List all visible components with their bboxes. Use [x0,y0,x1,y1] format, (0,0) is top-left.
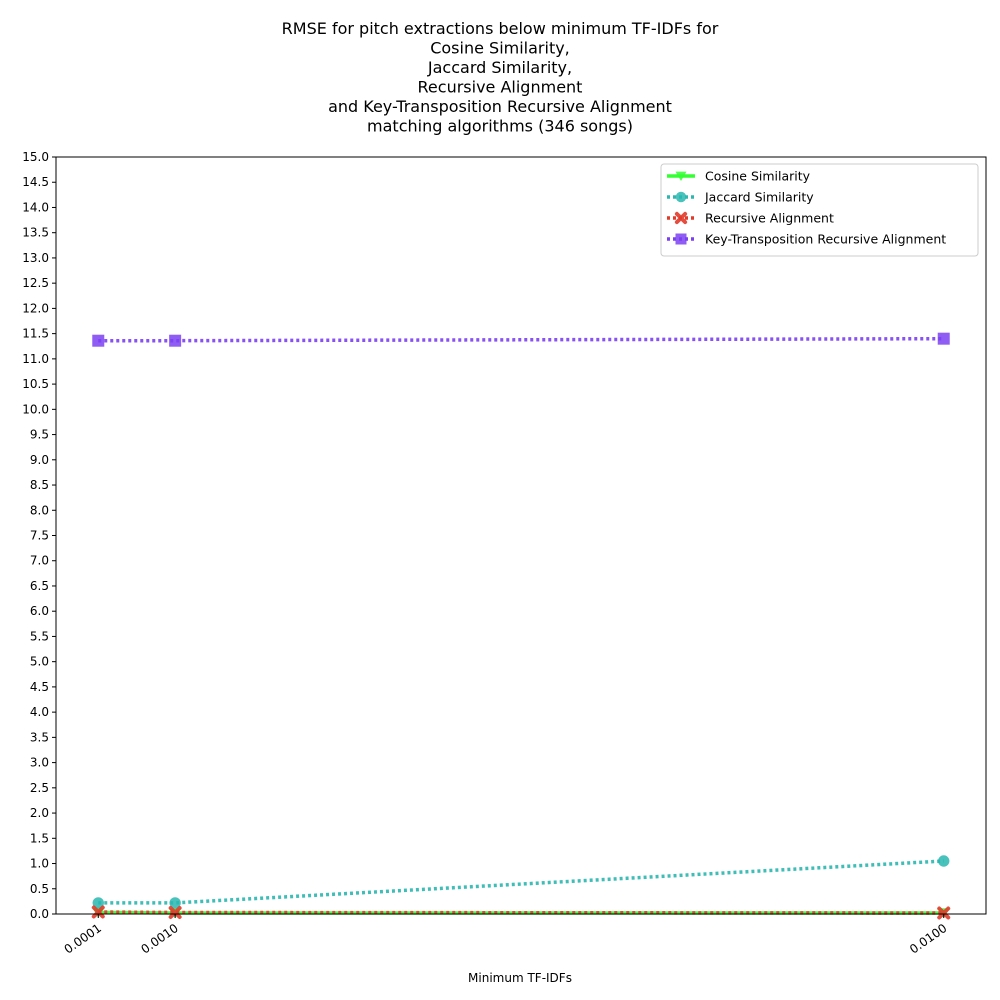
legend-marker [675,191,687,203]
y-tick-label: 11.0 [22,352,49,366]
y-tick-label: 5.0 [30,655,49,669]
y-tick-label: 4.0 [30,705,49,719]
y-tick-label: 7.0 [30,554,49,568]
data-point [91,905,105,919]
legend-label: Jaccard Similarity [704,190,814,205]
y-tick-label: 2.0 [30,806,49,820]
legend-label: Key-Transposition Recursive Alignment [705,232,946,247]
x-tick-label: 0.0010 [138,921,180,957]
legend-label: Cosine Similarity [705,169,811,184]
y-tick-label: 11.5 [22,327,49,341]
y-tick-label: 1.0 [30,857,49,871]
title-line: RMSE for pitch extractions below minimum… [282,19,719,38]
y-tick-label: 14.0 [22,200,49,214]
y-tick-label: 5.5 [30,629,49,643]
y-tick-label: 9.5 [30,428,49,442]
legend-entry: Cosine Similarity [667,169,811,184]
y-tick-label: 15.0 [22,150,49,164]
series-line [98,336,944,343]
y-tick-label: 0.5 [30,882,49,896]
y-tick-label: 12.5 [22,276,49,290]
title-line: matching algorithms (346 songs) [367,117,633,136]
title-line: Cosine Similarity, [430,39,570,58]
data-point [168,905,182,919]
legend-entry: Jaccard Similarity [667,190,814,205]
y-tick-label: 8.5 [30,478,49,492]
y-tick-label: 8.0 [30,503,49,517]
x-axis-label: Minimum TF-IDFs [468,971,572,985]
data-point [169,334,182,347]
series-group [91,332,951,920]
y-tick-label: 7.5 [30,529,49,543]
y-tick-label: 2.5 [30,781,49,795]
title-line: Jaccard Similarity, [427,58,572,77]
y-tick-label: 13.0 [22,251,49,265]
series-line [98,910,944,915]
plot-frame [55,156,987,915]
legend-marker [674,211,688,225]
data-point [938,855,950,867]
y-tick-label: 10.0 [22,402,49,416]
legend-entry: Recursive Alignment [667,211,834,226]
data-point [169,897,181,909]
data-point [937,332,950,345]
y-tick-label: 13.5 [22,226,49,240]
series-key-transposition-recursive-alignment [92,332,950,347]
data-point [92,897,104,909]
legend-label: Recursive Alignment [705,211,834,226]
x-axis: 0.0001 0.0010 0.0100 [62,914,949,957]
y-tick-label: 6.0 [30,604,49,618]
title-line: Recursive Alignment [418,78,583,97]
y-tick-label: 14.5 [22,175,49,189]
legend-marker [675,233,687,245]
y-tick-label: 9.0 [30,453,49,467]
y-tick-label: 6.5 [30,579,49,593]
legend-marker [675,171,687,181]
legend-entry: Key-Transposition Recursive Alignment [667,232,946,247]
y-tick-label: 12.0 [22,301,49,315]
y-axis: 0.0 0.5 1.0 1.5 2.0 2.5 3.0 3.5 4.0 4.5 5.0 5.5 6.0 6… [22,150,56,921]
y-tick-label: 1.5 [30,831,49,845]
series-recursive-alignment [91,905,951,920]
y-tick-label: 3.0 [30,756,49,770]
series-jaccard-similarity [92,855,950,909]
x-tick-label: 0.0001 [62,921,104,957]
legend: Cosine Similarity Jaccard Similarity Recur… [660,163,979,257]
data-point [92,334,105,347]
data-point [937,906,951,920]
y-tick-label: 10.5 [22,377,49,391]
series-line [98,859,944,905]
legend-box [660,163,979,257]
chart-title: RMSE for pitch extractions below minimum… [282,19,719,136]
y-tick-label: 3.5 [30,730,49,744]
title-line: and Key-Transposition Recursive Alignmen… [328,97,672,116]
y-tick-label: 0.0 [30,907,49,921]
x-tick-label: 0.0100 [907,921,949,957]
y-tick-label: 4.5 [30,680,49,694]
